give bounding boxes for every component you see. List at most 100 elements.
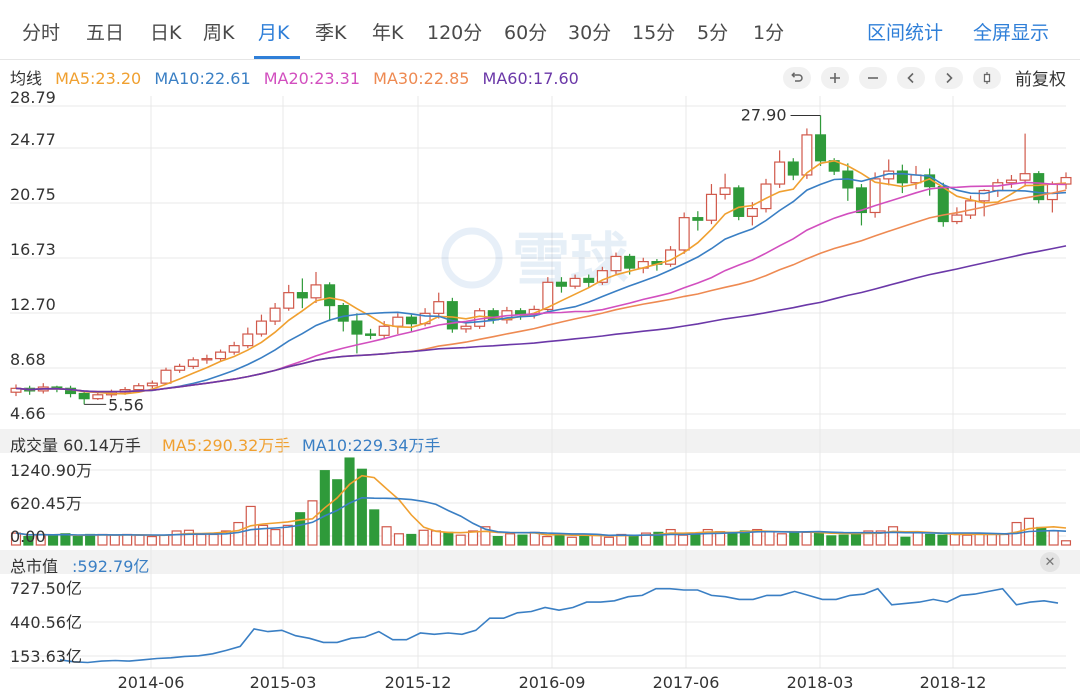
volume-bar <box>1060 540 1072 546</box>
candle-body <box>187 359 199 367</box>
volume-bar <box>813 531 824 546</box>
candle-body <box>665 249 677 265</box>
volume-bar <box>789 531 800 546</box>
price-tick-label: 28.79 <box>10 88 56 107</box>
tab-12[interactable]: 1分 <box>753 22 785 44</box>
tab-8[interactable]: 60分 <box>504 22 548 44</box>
candle-body <box>133 385 145 391</box>
tab-divider <box>0 59 1080 60</box>
active-tab-underline <box>254 56 300 59</box>
tab-5[interactable]: 季K <box>315 22 347 44</box>
volume-bar <box>10 532 22 546</box>
candle-body <box>678 217 690 251</box>
volume-bar <box>60 533 71 546</box>
candle-body <box>774 161 786 185</box>
volume-ma10-label: MA10:229.34万手 <box>302 436 441 455</box>
candle-body <box>174 365 186 371</box>
candle-style-icon[interactable] <box>973 66 1001 89</box>
date-tick-label: 2017-06 <box>653 673 720 692</box>
candle-body <box>1005 179 1017 184</box>
candle-body <box>405 316 417 325</box>
zoom-out-icon[interactable] <box>859 66 887 89</box>
candle-body <box>951 214 963 223</box>
candle-body <box>910 174 922 184</box>
ma60-label: MA60:17.60 <box>482 69 579 88</box>
volume-bar <box>171 530 182 546</box>
volume-bar <box>962 534 973 546</box>
volume-bar <box>752 528 763 546</box>
price-tick-label: 20.75 <box>10 185 56 204</box>
volume-tick-label: 620.45万 <box>10 494 82 513</box>
ma60-line <box>15 245 1067 393</box>
volume-bar <box>912 531 923 546</box>
volume-legend-title: 成交量 60.14万手 <box>10 436 141 455</box>
tab-2[interactable]: 日K <box>150 22 182 44</box>
tab-4[interactable]: 月K <box>258 22 290 44</box>
volume-bar <box>579 534 590 546</box>
close-icon[interactable]: ✕ <box>1040 552 1060 572</box>
candle-body <box>433 301 445 314</box>
candle-body <box>733 187 745 217</box>
tab-9[interactable]: 30分 <box>568 22 612 44</box>
pan-right-icon[interactable] <box>935 66 963 89</box>
volume-bar <box>925 533 936 546</box>
volume-bar <box>233 521 244 546</box>
pan-left-icon[interactable] <box>897 66 925 89</box>
max-price-label: 27.90 <box>741 106 787 125</box>
volume-bar <box>356 468 367 546</box>
price-tick-label: 4.66 <box>10 404 46 423</box>
tab-1[interactable]: 五日 <box>86 22 125 44</box>
reset-icon[interactable] <box>783 66 811 89</box>
candle-body <box>228 345 240 353</box>
volume-bar <box>863 530 874 546</box>
volume-bar <box>85 533 96 546</box>
volume-bar <box>678 534 689 546</box>
min-price-label: 5.56 <box>108 395 144 414</box>
volume-bar <box>122 533 133 546</box>
tab-0[interactable]: 分时 <box>22 22 61 44</box>
candle-body <box>855 187 867 214</box>
mktcap-line <box>59 587 1059 664</box>
tab-11[interactable]: 5分 <box>697 22 729 44</box>
candle-body <box>610 255 622 272</box>
adjust-mode-button[interactable]: 前复权 <box>1015 70 1066 90</box>
volume-tick-label: 0.00 <box>10 527 46 546</box>
candle-body <box>146 382 158 387</box>
mktcap-tick-label: 153.63亿 <box>10 647 82 666</box>
candle-body <box>746 208 758 217</box>
volume-bar <box>430 530 442 546</box>
volume-bar <box>109 534 120 546</box>
tab-10[interactable]: 15分 <box>632 22 676 44</box>
volume-bar <box>48 534 59 546</box>
volume-bar <box>838 534 849 546</box>
volume-bar <box>949 533 960 546</box>
volume-bar <box>393 533 404 546</box>
candle-body <box>269 307 281 322</box>
volume-bar <box>505 533 516 546</box>
tab-3[interactable]: 周K <box>203 22 235 44</box>
chart-toolbar: 前复权 <box>783 65 1066 90</box>
tab-7[interactable]: 120分 <box>427 22 483 44</box>
volume-bar <box>97 533 108 546</box>
candle-body <box>283 292 295 309</box>
ma5-label: MA5:23.20 <box>55 69 142 88</box>
volume-bar <box>974 533 985 546</box>
ma-legend-title: 均线 <box>10 69 43 88</box>
volume-bar <box>888 526 899 546</box>
price-tick-label: 8.68 <box>10 350 46 369</box>
zoom-in-icon[interactable] <box>821 66 849 89</box>
volume-bar <box>492 535 503 546</box>
fullscreen-link[interactable]: 全屏显示 <box>973 22 1050 44</box>
interval-stats-link[interactable]: 区间统计 <box>867 22 944 44</box>
candle-body <box>242 333 254 347</box>
tab-6[interactable]: 年K <box>372 22 404 44</box>
candle-body <box>310 284 322 299</box>
candle-body <box>78 392 90 400</box>
volume-bar <box>900 536 911 546</box>
mktcap-legend-value: :592.79亿 <box>72 557 150 576</box>
candle-body <box>815 134 827 162</box>
date-tick-label: 2014-06 <box>118 673 185 692</box>
volume-bar <box>159 534 170 546</box>
volume-bar <box>603 536 614 546</box>
